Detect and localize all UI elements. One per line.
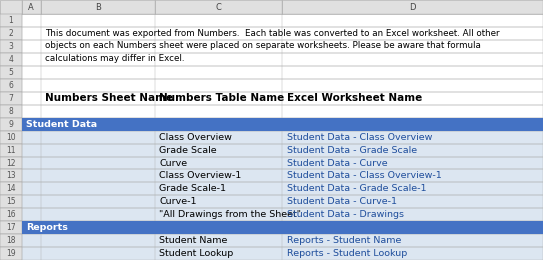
Bar xyxy=(41,0,155,14)
Bar xyxy=(155,0,282,14)
Bar xyxy=(22,66,543,79)
Bar xyxy=(22,208,543,221)
Text: 11: 11 xyxy=(6,146,16,155)
Text: Numbers Sheet Name: Numbers Sheet Name xyxy=(45,93,173,103)
Text: 6: 6 xyxy=(9,81,13,90)
Bar xyxy=(0,53,22,66)
Text: Curve-1: Curve-1 xyxy=(159,197,197,206)
Bar xyxy=(0,144,22,157)
Bar xyxy=(0,195,22,208)
Bar xyxy=(0,157,22,170)
Text: 18: 18 xyxy=(6,236,16,245)
Bar xyxy=(22,92,543,105)
Text: Excel Worksheet Name: Excel Worksheet Name xyxy=(287,93,422,103)
Text: Student Data - Class Overview: Student Data - Class Overview xyxy=(287,133,432,142)
Bar xyxy=(22,14,543,27)
Bar xyxy=(0,40,22,53)
Bar xyxy=(0,131,22,144)
Bar xyxy=(22,40,543,53)
Text: 1: 1 xyxy=(9,16,13,25)
Text: Reports: Reports xyxy=(26,223,68,232)
Bar xyxy=(0,79,22,92)
Bar xyxy=(0,27,22,40)
Bar xyxy=(282,0,543,14)
Bar xyxy=(22,234,543,247)
Text: 3: 3 xyxy=(9,42,13,51)
Text: 14: 14 xyxy=(6,184,16,193)
Text: 8: 8 xyxy=(9,107,13,116)
Text: calculations may differ in Excel.: calculations may differ in Excel. xyxy=(45,54,185,63)
Bar xyxy=(0,92,22,105)
Text: Student Name: Student Name xyxy=(159,236,228,245)
Text: 12: 12 xyxy=(6,159,16,167)
Text: Student Data - Grade Scale-1: Student Data - Grade Scale-1 xyxy=(287,184,426,193)
Text: 5: 5 xyxy=(9,68,13,77)
Text: 15: 15 xyxy=(6,197,16,206)
Bar xyxy=(0,105,22,118)
Bar xyxy=(22,118,543,131)
Text: 4: 4 xyxy=(9,55,13,64)
Text: C: C xyxy=(216,3,222,12)
Text: Reports - Student Name: Reports - Student Name xyxy=(287,236,401,245)
Text: 19: 19 xyxy=(6,249,16,258)
Bar xyxy=(0,0,22,14)
Text: 9: 9 xyxy=(9,120,13,129)
Bar xyxy=(22,170,543,183)
Bar xyxy=(22,131,543,144)
Text: This document was exported from Numbers.  Each table was converted to an Excel w: This document was exported from Numbers.… xyxy=(45,29,500,38)
Text: Curve: Curve xyxy=(159,159,187,167)
Bar xyxy=(22,157,543,170)
Bar xyxy=(0,221,22,234)
Text: 10: 10 xyxy=(6,133,16,142)
Bar xyxy=(22,0,41,14)
Text: Numbers Table Name: Numbers Table Name xyxy=(159,93,285,103)
Text: Student Lookup: Student Lookup xyxy=(159,249,233,258)
Bar xyxy=(0,234,22,247)
Text: Student Data - Grade Scale: Student Data - Grade Scale xyxy=(287,146,417,155)
Text: Student Data - Curve-1: Student Data - Curve-1 xyxy=(287,197,397,206)
Text: Class Overview: Class Overview xyxy=(159,133,232,142)
Text: A: A xyxy=(28,3,34,12)
Bar xyxy=(0,247,22,260)
Text: objects on each Numbers sheet were placed on separate worksheets. Please be awar: objects on each Numbers sheet were place… xyxy=(45,41,481,50)
Text: Grade Scale-1: Grade Scale-1 xyxy=(159,184,226,193)
Bar xyxy=(22,183,543,195)
Text: 7: 7 xyxy=(9,94,13,103)
Bar xyxy=(22,195,543,208)
Bar xyxy=(22,105,543,118)
Text: Reports - Student Lookup: Reports - Student Lookup xyxy=(287,249,407,258)
Text: 16: 16 xyxy=(6,210,16,219)
Bar xyxy=(22,221,543,234)
Bar xyxy=(0,14,22,27)
Bar xyxy=(22,118,543,131)
Bar xyxy=(22,79,543,92)
Bar xyxy=(0,183,22,195)
Bar xyxy=(22,53,543,66)
Text: Student Data - Drawings: Student Data - Drawings xyxy=(287,210,403,219)
Text: Student Data - Curve: Student Data - Curve xyxy=(287,159,387,167)
Bar xyxy=(0,170,22,183)
Text: Class Overview-1: Class Overview-1 xyxy=(159,171,241,180)
Bar xyxy=(22,221,543,234)
Text: Student Data - Class Overview-1: Student Data - Class Overview-1 xyxy=(287,171,441,180)
Bar xyxy=(22,247,543,260)
Bar xyxy=(0,66,22,79)
Text: Grade Scale: Grade Scale xyxy=(159,146,217,155)
Bar xyxy=(0,118,22,131)
Text: "All Drawings from the Sheet": "All Drawings from the Sheet" xyxy=(159,210,301,219)
Bar xyxy=(22,144,543,157)
Bar xyxy=(22,27,543,40)
Text: D: D xyxy=(409,3,416,12)
Text: 2: 2 xyxy=(9,29,13,38)
Text: 17: 17 xyxy=(6,223,16,232)
Bar xyxy=(0,208,22,221)
Text: 13: 13 xyxy=(6,171,16,180)
Text: Student Data: Student Data xyxy=(26,120,97,129)
Text: B: B xyxy=(95,3,100,12)
